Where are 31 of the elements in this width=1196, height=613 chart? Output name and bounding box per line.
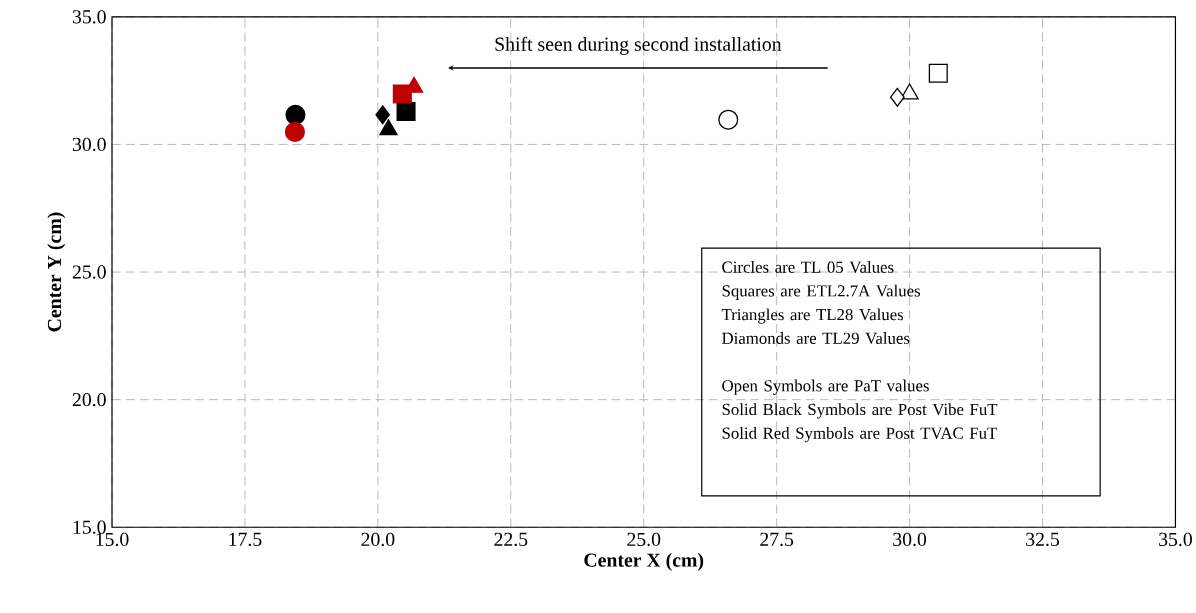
y-tick-label: 25.0: [72, 265, 106, 279]
point: [285, 104, 306, 125]
point: [284, 121, 305, 142]
x-tick-label: 27.5: [760, 532, 794, 546]
x-tick-label: 15.0: [96, 532, 129, 546]
point: [928, 63, 948, 83]
annotation: Circles are TL 05 Values: [722, 260, 894, 273]
x-tick-label: 20.0: [361, 532, 395, 546]
x-tick-label: 17.5: [229, 532, 262, 546]
annotation: Open Symbols are PaT values: [722, 379, 929, 395]
point: [375, 105, 390, 125]
annotation: Diamonds are TL29 Values: [722, 331, 910, 344]
y-tick-label: 30.0: [72, 137, 106, 151]
x-tick-label: 32.5: [1026, 532, 1060, 546]
y-tick-label: 15.0: [73, 520, 106, 534]
x-tick-label: 22.5: [494, 532, 528, 546]
point: [890, 87, 905, 107]
annotation: Triangles are TL28 Values: [721, 308, 904, 324]
x-axis-title: Center X (cm): [584, 552, 704, 571]
annotation: Solid Red Symbols are Post TVAC FuT: [722, 426, 998, 443]
x-tick-label: 30.0: [893, 532, 927, 546]
annotation: Solid Black Symbols are Post Vibe FuT: [722, 403, 998, 419]
annotation: Squares are ETL2.7A Values: [722, 284, 921, 300]
y-tick-label: 20.0: [72, 392, 106, 407]
point: [718, 109, 739, 130]
y-tick-label: 35.0: [72, 9, 106, 24]
y-axis-title: Center Y (cm): [47, 212, 66, 332]
annotation: Shift seen during second installation: [495, 36, 782, 55]
x-tick-label: 25.0: [627, 532, 661, 546]
x-tick-label: 35.0: [1159, 532, 1192, 546]
point: [396, 101, 416, 121]
